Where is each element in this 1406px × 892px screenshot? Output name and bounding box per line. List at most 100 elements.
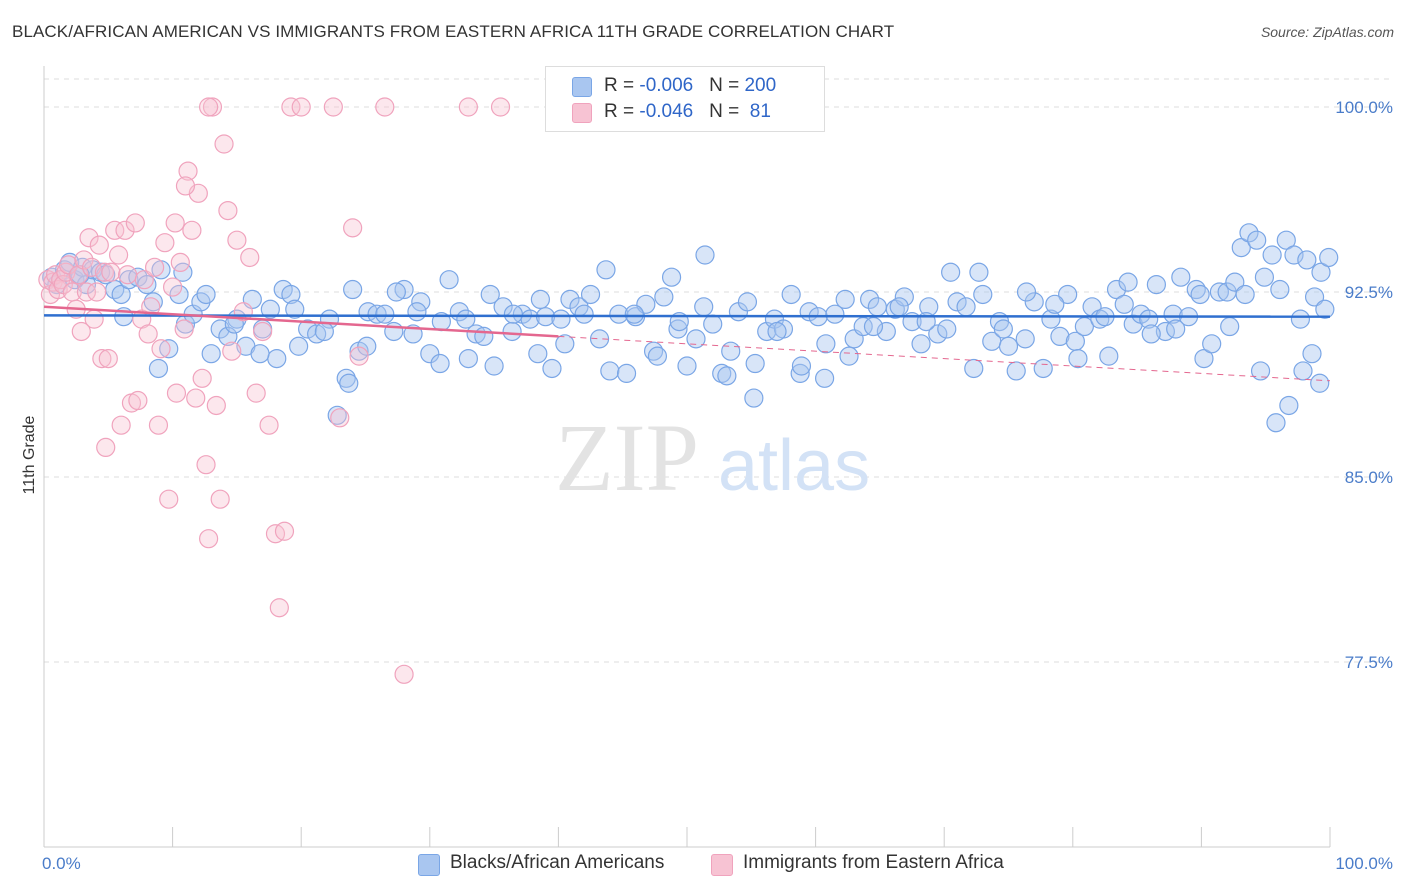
data-point-blacks xyxy=(969,262,989,282)
data-point-blacks xyxy=(609,304,629,324)
data-point-blacks xyxy=(111,284,131,305)
data-point-immigrants xyxy=(182,220,202,240)
data-point-blacks xyxy=(210,319,230,339)
data-point-blacks xyxy=(474,326,494,346)
data-point-blacks xyxy=(1239,223,1259,243)
data-point-blacks xyxy=(1058,284,1078,305)
y-tick-label: 100.0% xyxy=(1335,98,1393,117)
data-point-blacks xyxy=(1250,361,1271,381)
chart-source: Source: ZipAtlas.com xyxy=(1260,24,1394,40)
data-point-blacks xyxy=(1171,267,1191,287)
bottom-legend-swatch-pink xyxy=(711,854,733,876)
data-point-blacks xyxy=(327,405,347,425)
series-blacks-points xyxy=(42,223,1339,433)
data-point-blacks xyxy=(973,284,993,305)
data-point-blacks xyxy=(853,316,873,337)
data-point-immigrants xyxy=(458,97,478,117)
data-point-immigrants xyxy=(192,368,212,388)
data-point-blacks xyxy=(1024,292,1044,312)
data-point-blacks xyxy=(647,346,668,366)
data-point-blacks xyxy=(1123,314,1143,334)
data-point-blacks xyxy=(420,344,440,364)
data-point-blacks xyxy=(143,292,163,312)
data-point-blacks xyxy=(889,297,909,317)
data-point-blacks xyxy=(1276,230,1296,250)
data-point-blacks xyxy=(218,326,238,346)
data-point-immigrants xyxy=(246,383,266,403)
data-point-immigrants xyxy=(170,252,190,272)
data-point-blacks xyxy=(993,319,1013,339)
data-point-immigrants xyxy=(269,598,289,618)
data-point-blacks xyxy=(458,349,478,369)
trend-line-immigrants-extension xyxy=(558,335,1331,382)
data-point-immigrants xyxy=(108,245,129,265)
data-point-blacks xyxy=(839,346,859,366)
data-point-immigrants xyxy=(98,349,118,369)
data-point-blacks xyxy=(484,356,504,376)
trend-line-blacks xyxy=(43,314,1331,318)
data-point-blacks xyxy=(1279,395,1299,416)
data-point-immigrants xyxy=(89,235,109,255)
data-point-blacks xyxy=(1297,250,1317,270)
data-point-blacks xyxy=(596,260,616,280)
data-point-blacks xyxy=(285,299,305,319)
data-point-blacks xyxy=(790,363,810,383)
data-point-immigrants xyxy=(76,282,97,302)
data-point-blacks xyxy=(1041,309,1061,329)
x-tick-label-max: 100.0% xyxy=(1335,854,1393,873)
data-point-blacks xyxy=(1310,373,1330,393)
data-point-blacks xyxy=(456,309,476,329)
data-point-blacks xyxy=(1194,349,1214,369)
bottom-legend-label-blacks: Blacks/African Americans xyxy=(450,852,665,873)
data-point-blacks xyxy=(695,245,715,265)
data-point-blacks xyxy=(196,284,216,305)
data-point-immigrants xyxy=(115,220,135,240)
data-point-blacks xyxy=(574,304,594,324)
legend-r-label-blacks: R = xyxy=(604,75,640,96)
data-point-blacks xyxy=(148,358,169,379)
data-point-blacks xyxy=(894,287,914,307)
data-point-immigrants xyxy=(394,664,414,684)
data-point-blacks xyxy=(1006,361,1026,381)
data-point-blacks xyxy=(1146,275,1166,295)
data-point-blacks xyxy=(1284,245,1304,265)
data-point-blacks xyxy=(815,368,835,388)
data-point-blacks xyxy=(407,302,427,322)
data-point-blacks xyxy=(860,289,880,309)
data-point-immigrants xyxy=(155,233,175,253)
watermark-atlas: atlas xyxy=(718,426,870,506)
data-point-immigrants xyxy=(58,255,79,275)
data-point-blacks xyxy=(343,279,363,300)
data-point-blacks xyxy=(555,334,575,354)
data-point-immigrants xyxy=(87,282,107,302)
data-point-immigrants xyxy=(159,489,179,509)
data-point-blacks xyxy=(1209,282,1230,302)
data-point-blacks xyxy=(357,336,377,356)
data-point-immigrants xyxy=(218,201,238,221)
data-point-blacks xyxy=(737,292,758,312)
data-point-blacks xyxy=(314,321,334,342)
data-point-blacks xyxy=(721,341,741,361)
data-point-immigrants xyxy=(111,415,131,435)
watermark-zip: ZIP xyxy=(555,404,699,511)
data-point-blacks xyxy=(947,292,967,312)
data-point-blacks xyxy=(336,368,356,388)
data-point-blacks xyxy=(542,358,562,379)
data-point-blacks xyxy=(677,356,697,376)
data-point-blacks xyxy=(835,289,855,309)
data-point-blacks xyxy=(267,349,287,369)
data-point-immigrants xyxy=(79,228,99,248)
data-point-immigrants xyxy=(166,383,187,403)
data-point-blacks xyxy=(430,353,450,374)
data-point-blacks xyxy=(1114,294,1134,314)
data-point-blacks xyxy=(551,309,571,329)
data-point-blacks xyxy=(911,334,931,354)
data-point-immigrants xyxy=(178,161,198,181)
data-point-blacks xyxy=(1225,272,1245,292)
data-point-immigrants xyxy=(163,277,183,297)
data-point-immigrants xyxy=(210,489,230,509)
data-point-blacks xyxy=(339,373,359,393)
legend-r-value-blacks: -0.006 xyxy=(639,75,694,96)
data-point-blacks xyxy=(411,292,431,312)
data-point-blacks xyxy=(503,304,523,324)
